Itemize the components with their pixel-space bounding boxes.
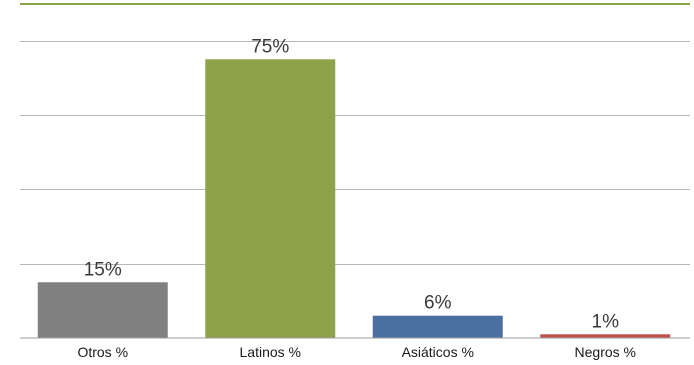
data-label-1: 15%	[84, 259, 122, 280]
bars	[37, 59, 671, 339]
bar-3	[372, 315, 503, 338]
bar-1	[37, 282, 168, 338]
x-tick-labels: Otros % Latinos % Asiáticos % Negros %	[77, 344, 636, 360]
x-tick-label-3: Asiáticos %	[402, 344, 474, 360]
gridlines	[20, 41, 690, 265]
x-tick-label-4: Negros %	[575, 344, 636, 360]
data-label-4: 1%	[592, 311, 620, 332]
bar-2	[205, 59, 336, 339]
data-label-2: 75%	[251, 36, 289, 57]
data-labels: 15% 75% 6% 1%	[84, 36, 619, 332]
x-tick-label-2: Latinos %	[240, 344, 301, 360]
bar-4	[540, 334, 671, 338]
x-tick-label-1: Otros %	[77, 344, 128, 360]
data-label-3: 6%	[424, 293, 452, 314]
